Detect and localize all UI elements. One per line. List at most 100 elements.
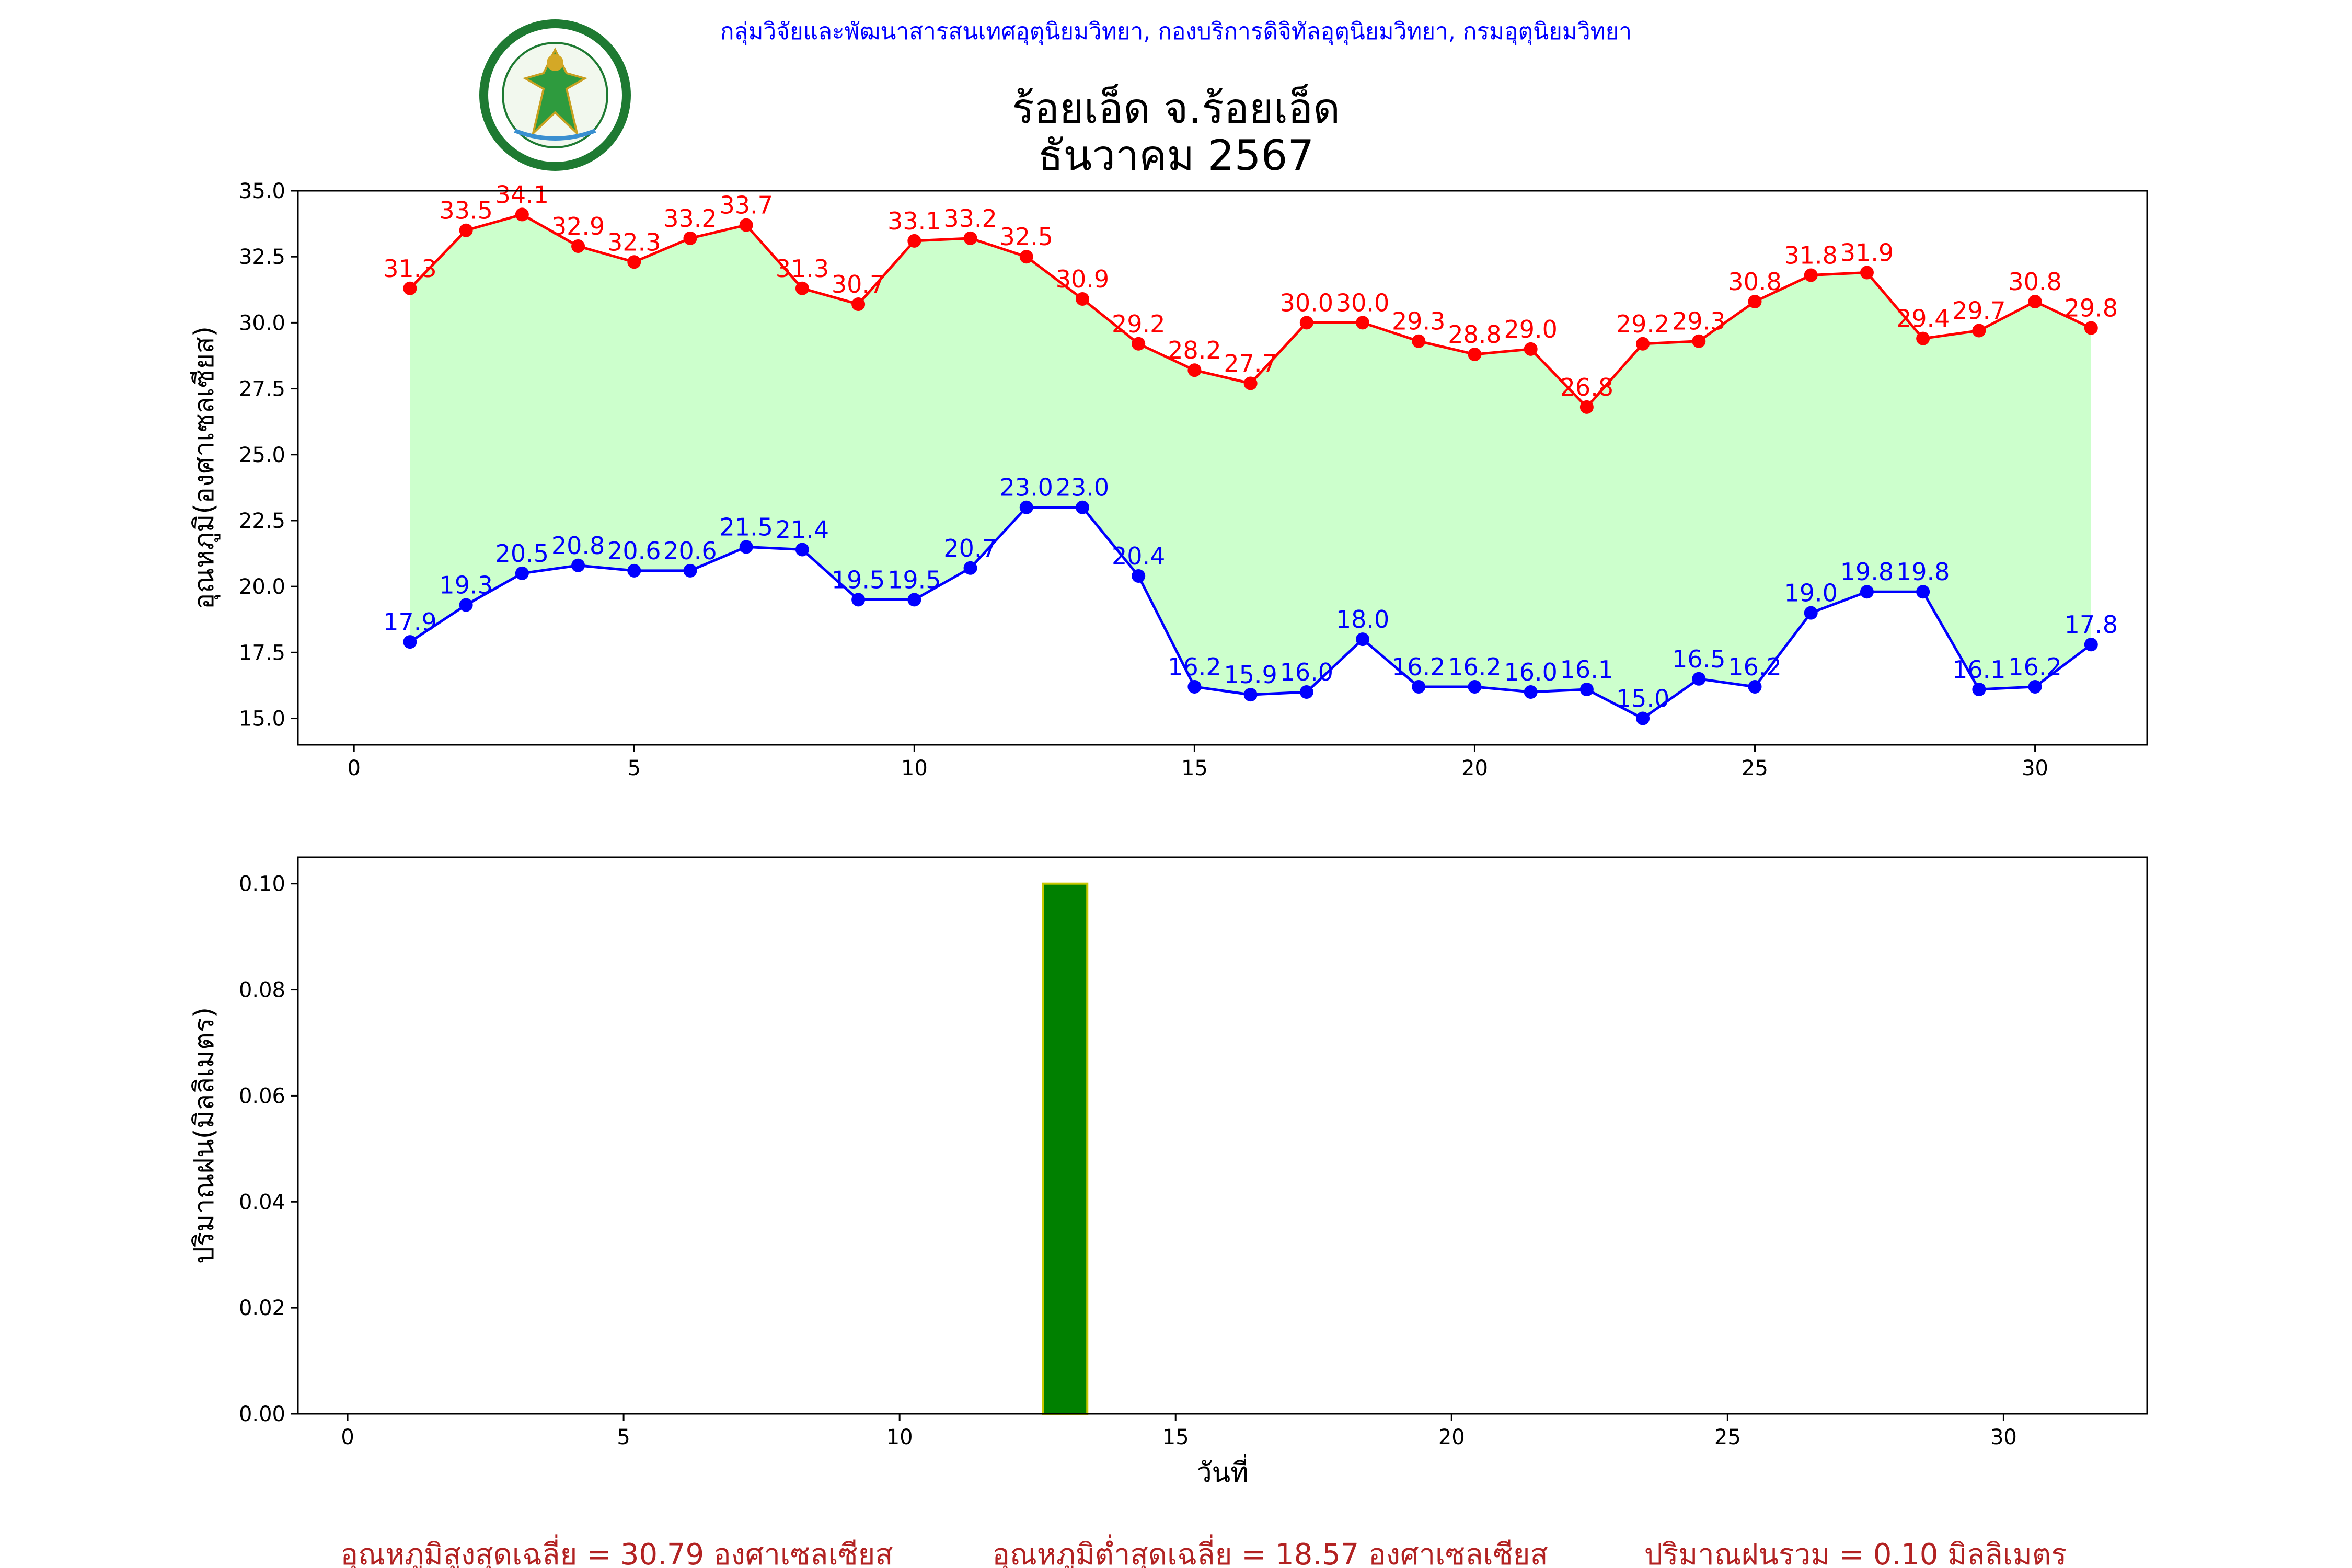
max-temp-point — [1804, 268, 1818, 282]
max-temp-label: 30.0 — [1280, 289, 1333, 317]
min-temp-point — [1075, 500, 1089, 514]
max-temp-label: 29.8 — [2065, 294, 2118, 322]
max-temp-label: 27.7 — [1224, 349, 1277, 377]
temp-y-tick-label: 20.0 — [239, 575, 285, 599]
min-temp-label: 16.1 — [1952, 655, 2005, 684]
logo-crown-icon — [547, 54, 563, 71]
rain-y-tick-label: 0.08 — [239, 978, 285, 1002]
max-temp-point — [1636, 337, 1650, 351]
min-temp-label: 19.8 — [1840, 558, 1894, 586]
max-temp-label: 29.3 — [1392, 307, 1445, 336]
max-temp-label: 31.9 — [1840, 238, 1894, 267]
rain-plot-frame — [297, 856, 2148, 1415]
min-temp-point — [1524, 685, 1538, 699]
min-temp-point — [1579, 683, 1594, 696]
min-temp-point — [795, 543, 809, 557]
max-temp-point — [1860, 266, 1874, 280]
max-temp-point — [2084, 321, 2098, 335]
department-logo — [479, 19, 631, 171]
min-temp-label: 16.5 — [1672, 645, 1725, 673]
min-temp-point — [1299, 685, 1313, 699]
max-temp-label: 32.9 — [551, 212, 605, 240]
temp-y-tick-label: 22.5 — [239, 509, 285, 533]
rain-x-tick-label: 25 — [1714, 1425, 1741, 1449]
min-temp-point — [1748, 679, 1762, 694]
max-temp-label: 32.3 — [607, 228, 661, 256]
max-temp-label: 29.3 — [1672, 307, 1725, 336]
min-temp-label: 16.2 — [1392, 653, 1445, 681]
rain-bar — [1042, 882, 1089, 1415]
max-temp-point — [683, 231, 697, 245]
min-temp-label: 19.8 — [1896, 558, 1950, 586]
max-temp-point — [963, 231, 977, 245]
min-temp-label: 15.0 — [1616, 685, 1669, 713]
min-temp-point — [963, 561, 977, 575]
temp-y-tick-label: 15.0 — [239, 707, 285, 731]
max-temp-point — [2028, 295, 2042, 308]
min-temp-label: 19.5 — [832, 566, 885, 594]
temp-y-tick-label: 35.0 — [239, 179, 285, 203]
min-temp-label: 20.6 — [607, 537, 661, 565]
min-temp-point — [1187, 679, 1202, 694]
max-temp-label: 33.1 — [887, 207, 941, 235]
max-temp-label: 29.4 — [1896, 305, 1950, 333]
total-rain-summary: ปริมาณฝนรวม = 0.10 มิลลิเมตร — [1644, 1538, 2067, 1568]
max-temp-point — [1524, 342, 1538, 356]
max-temp-point — [795, 281, 809, 295]
max-temp-point — [459, 223, 473, 237]
temp-y-tick-label: 27.5 — [239, 377, 285, 401]
min-temp-label: 20.6 — [663, 537, 717, 565]
min-temp-label: 19.0 — [1784, 579, 1838, 607]
min-temp-point — [907, 593, 921, 607]
min-temp-label: 17.9 — [383, 608, 436, 636]
temp-x-tick-label: 10 — [901, 756, 928, 780]
temperature-chart: 31.3 17.9 33.5 19.3 34.1 20.5 32.9 20.8 32.3 20.6… — [189, 179, 2148, 780]
max-temp-point — [851, 297, 866, 312]
max-temp-label: 31.3 — [776, 255, 829, 283]
max-temp-label: 29.7 — [1952, 297, 2005, 325]
min-temp-point — [739, 540, 753, 554]
min-temp-label: 16.1 — [1560, 655, 1613, 684]
max-temp-point — [1299, 316, 1313, 330]
min-temp-point — [403, 635, 417, 649]
max-temp-label: 31.3 — [383, 255, 436, 283]
max-temp-point — [1692, 334, 1706, 348]
min-temp-label: 20.7 — [943, 534, 997, 562]
rain-x-tick-label: 20 — [1438, 1425, 1465, 1449]
min-temp-label: 18.0 — [1336, 605, 1389, 633]
max-temp-point — [1916, 331, 1930, 345]
temp-x-tick-label: 20 — [1461, 756, 1488, 780]
min-temp-point — [2084, 638, 2098, 652]
min-temp-point — [1916, 585, 1930, 599]
max-temp-point — [1132, 337, 1146, 351]
temp-y-tick-label: 17.5 — [239, 641, 285, 665]
max-temp-point — [515, 207, 529, 222]
temp-y-axis-label: อุณหภูมิ(องศาเซลเซียส) — [189, 326, 221, 609]
max-temp-point — [907, 234, 921, 248]
min-temp-point — [1132, 569, 1146, 583]
max-temp-label: 33.5 — [439, 197, 492, 225]
logo-water-icon — [514, 129, 596, 141]
min-temp-label: 16.2 — [1448, 653, 1501, 681]
min-temp-label: 19.5 — [887, 566, 941, 594]
max-temp-point — [627, 255, 641, 269]
min-temp-point — [2028, 679, 2042, 694]
max-temp-point — [1243, 376, 1258, 390]
temp-y-tick-label: 30.0 — [239, 311, 285, 335]
temp-y-tick-label: 25.0 — [239, 443, 285, 467]
station-title: ร้อยเอ็ด จ.ร้อยเอ็ด — [1012, 84, 1340, 133]
min-temp-point — [683, 563, 697, 578]
max-temp-point — [1579, 400, 1594, 414]
min-temp-point — [1636, 711, 1650, 725]
min-temp-point — [1243, 688, 1258, 702]
max-temp-label: 30.0 — [1336, 289, 1389, 317]
min-temp-label: 23.0 — [1000, 474, 1053, 502]
rain-y-tick-label: 0.00 — [239, 1402, 285, 1426]
max-temp-label: 29.0 — [1504, 315, 1557, 343]
rain-y-axis-label: ปริมาณฝน(มิลลิเมตร) — [189, 1007, 220, 1264]
min-temp-point — [1972, 683, 1986, 696]
temp-x-tick-label: 30 — [2022, 756, 2048, 780]
min-temp-label: 15.9 — [1224, 661, 1277, 689]
max-temp-label: 30.7 — [832, 270, 885, 298]
